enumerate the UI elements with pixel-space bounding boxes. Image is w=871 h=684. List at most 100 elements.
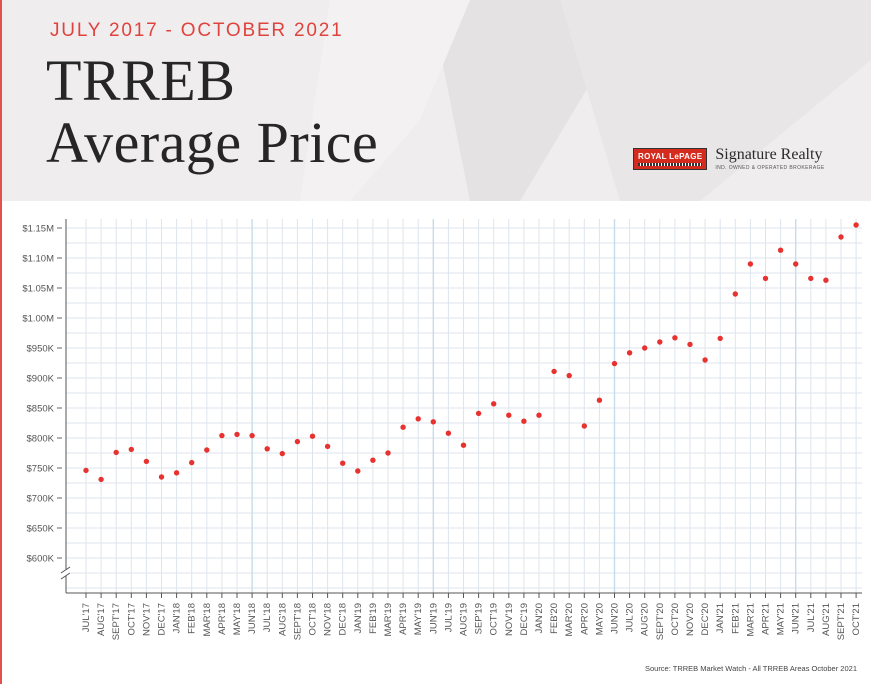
data-point — [340, 460, 346, 466]
y-tick-label: $750K — [27, 464, 55, 475]
data-point — [762, 275, 769, 282]
data-points — [83, 222, 859, 483]
brand-block: ROYAL LePAGE Signature Realty IND. OWNED… — [633, 146, 825, 171]
x-tick-label: FEB'19 — [368, 603, 379, 634]
x-axis-labels: JUL'17 AUG'17 SEPT'17 OCT'17 NOV'17 DEC'17 JAN… — [81, 603, 862, 640]
x-tick-label: APR'20 — [579, 603, 590, 635]
data-point — [702, 357, 708, 363]
y-tick-label: $900K — [27, 374, 55, 385]
data-point — [430, 419, 436, 425]
x-tick-label: FEB'18 — [187, 603, 198, 634]
x-tick-label: OCT'20 — [670, 603, 681, 635]
data-point — [355, 468, 361, 474]
data-point — [309, 433, 316, 439]
y-tick-label: $600K — [27, 554, 55, 565]
x-tick-label: MAY'21 — [776, 603, 787, 635]
axis-break-gap — [61, 570, 71, 576]
x-tick-label: SEPT'18 — [292, 603, 303, 640]
x-tick-label: JUN'20 — [610, 603, 621, 634]
x-tick-label: JUN'19 — [428, 603, 439, 634]
data-point — [566, 372, 572, 379]
data-point — [143, 458, 150, 465]
data-point — [793, 261, 799, 267]
data-point — [596, 397, 603, 403]
data-point — [717, 335, 723, 342]
axis-break-mark — [60, 566, 71, 574]
y-tick-label: $700K — [27, 494, 55, 505]
x-tick-label: MAY'20 — [594, 603, 605, 635]
logo-text: ROYAL LePAGE — [638, 151, 703, 161]
x-tick-label: JAN'18 — [172, 603, 183, 633]
x-tick-label: NOV'18 — [323, 603, 334, 636]
x-tick-label: NOV'19 — [504, 603, 515, 636]
x-tick-label: APR'21 — [761, 603, 772, 635]
x-tick-label: JUL'18 — [262, 603, 273, 632]
x-tick-label: OCT'21 — [851, 603, 862, 635]
x-tick-label: AUG'19 — [459, 603, 470, 636]
x-tick-label: DEC'18 — [338, 603, 349, 635]
x-tick-label: AUG'20 — [640, 603, 651, 636]
x-tick-label: DEC'19 — [519, 603, 530, 635]
page-title: TRREB Average Price — [46, 50, 378, 174]
chart-grid — [66, 219, 862, 593]
data-point — [128, 446, 134, 453]
y-tick-label: $800K — [27, 434, 55, 445]
x-tick-label: NOV'20 — [685, 603, 696, 636]
x-tick-label: MAR'18 — [202, 603, 213, 637]
y-tick-label: $650K — [27, 524, 55, 535]
data-point — [536, 412, 542, 418]
data-point — [189, 459, 195, 466]
x-tick-label: SEPT'21 — [836, 603, 847, 640]
y-tick-label: $1.10M — [22, 254, 54, 265]
data-point — [400, 424, 406, 430]
y-tick-label: $1.00M — [22, 314, 54, 325]
x-tick-label: JUL'17 — [81, 603, 92, 632]
data-point — [491, 401, 497, 407]
data-point — [521, 418, 527, 424]
data-point — [747, 261, 754, 267]
x-tick-label: JUN'21 — [791, 603, 802, 634]
brand-tagline: IND. OWNED & OPERATED BROKERAGE — [715, 165, 825, 171]
x-tick-label: OCT'18 — [308, 603, 319, 635]
x-tick-label: APR'19 — [398, 603, 409, 635]
price-chart: $600K $650K $700K $750K $800K $850K $900K $950K… — [22, 219, 862, 640]
data-point — [158, 474, 165, 480]
data-point — [415, 416, 421, 422]
axis-break-mark — [60, 572, 71, 580]
data-point — [204, 447, 210, 453]
y-tick-label: $950K — [27, 344, 55, 355]
x-tick-label: MAY'18 — [232, 603, 243, 635]
data-point — [823, 277, 829, 283]
y-tick-label: $1.05M — [22, 284, 54, 295]
source-note: Source: TRREB Market Watch - All TRREB A… — [644, 664, 857, 673]
data-point — [385, 450, 391, 456]
x-tick-label: FEB'21 — [730, 603, 741, 634]
brand-name: Signature Realty — [715, 146, 823, 163]
data-point — [853, 222, 859, 228]
data-point — [838, 234, 844, 240]
data-point — [279, 450, 285, 457]
x-tick-label: MAR'21 — [745, 603, 756, 637]
x-tick-label: AUG'17 — [96, 603, 107, 636]
data-point — [611, 360, 618, 367]
data-point — [370, 457, 376, 463]
data-point — [732, 291, 738, 297]
x-tick-label: OCT'17 — [126, 603, 137, 635]
date-range: JULY 2017 - OCTOBER 2021 — [50, 20, 344, 41]
x-tick-label: APR'18 — [217, 603, 228, 635]
data-point — [642, 345, 648, 351]
data-point — [445, 430, 452, 436]
x-tick-label: FEB'20 — [549, 603, 560, 634]
data-point — [581, 423, 587, 429]
data-point — [173, 470, 180, 476]
title-line-2: Average Price — [46, 110, 379, 175]
x-tick-label: MAY'19 — [413, 603, 424, 635]
data-point — [234, 431, 240, 438]
y-tick-label: $850K — [27, 404, 55, 415]
brand-text: Signature Realty IND. OWNED & OPERATED B… — [715, 146, 824, 171]
x-tick-label: JAN'19 — [353, 603, 364, 633]
data-point — [777, 247, 784, 253]
data-point — [249, 432, 255, 439]
x-tick-label: AUG'21 — [821, 603, 832, 636]
data-point — [98, 476, 104, 483]
